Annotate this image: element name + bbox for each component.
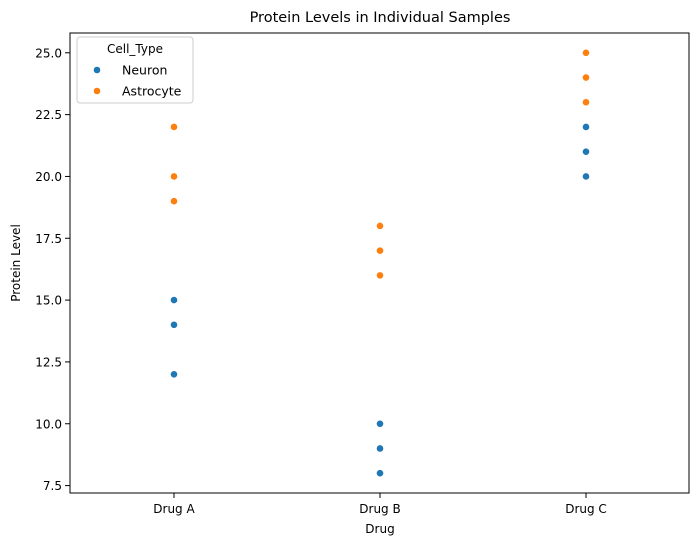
data-point-neuron xyxy=(376,469,384,478)
y-tick-label: 17.5 xyxy=(35,232,62,246)
y-tick-label: 20.0 xyxy=(35,170,62,184)
legend: Cell_Type Neuron Astrocyte xyxy=(76,36,194,104)
data-point-neuron xyxy=(170,296,178,304)
data-point-astrocyte xyxy=(170,172,178,181)
data-point-astrocyte xyxy=(582,48,590,57)
data-point-astrocyte xyxy=(376,222,384,230)
legend-box xyxy=(76,36,194,104)
x-tick-label: Drug B xyxy=(359,502,400,516)
legend-label: Astrocyte xyxy=(122,84,182,99)
y-tick-label: 12.5 xyxy=(35,355,62,369)
data-point-astrocyte xyxy=(170,123,178,131)
x-tick-label: Drug C xyxy=(565,502,607,516)
legend-marker xyxy=(93,66,101,74)
y-tick-label: 7.5 xyxy=(43,479,62,493)
x-tick-label: Drug A xyxy=(153,502,195,516)
legend-title: Cell_Type xyxy=(107,42,163,56)
data-point-neuron xyxy=(376,444,384,453)
y-tick-label: 15.0 xyxy=(35,294,62,308)
data-point-neuron xyxy=(376,419,384,428)
x-axis: Drug A Drug B Drug C xyxy=(153,493,607,516)
x-axis-label: Drug xyxy=(365,522,394,536)
y-axis: 7.5 10.0 12.5 15.0 17.5 20.0 22.5 25.0 xyxy=(35,46,70,493)
data-point-astrocyte xyxy=(376,246,384,255)
data-point-neuron xyxy=(582,147,590,156)
chart-title: Protein Levels in Individual Samples xyxy=(250,10,511,26)
y-tick-label: 22.5 xyxy=(35,108,62,122)
data-point-astrocyte xyxy=(582,98,590,107)
legend-marker xyxy=(93,87,101,95)
data-point-astrocyte xyxy=(582,73,590,82)
y-tick-label: 25.0 xyxy=(35,46,62,60)
data-point-neuron xyxy=(170,370,178,379)
data-point-neuron xyxy=(170,320,178,329)
data-points xyxy=(170,48,590,478)
y-tick-label: 10.0 xyxy=(35,417,62,431)
legend-label: Neuron xyxy=(122,63,167,78)
data-point-neuron xyxy=(582,123,590,131)
y-axis-label: Protein Level xyxy=(9,224,23,302)
data-point-astrocyte xyxy=(376,271,384,280)
data-point-neuron xyxy=(582,172,590,181)
data-point-astrocyte xyxy=(170,197,178,206)
